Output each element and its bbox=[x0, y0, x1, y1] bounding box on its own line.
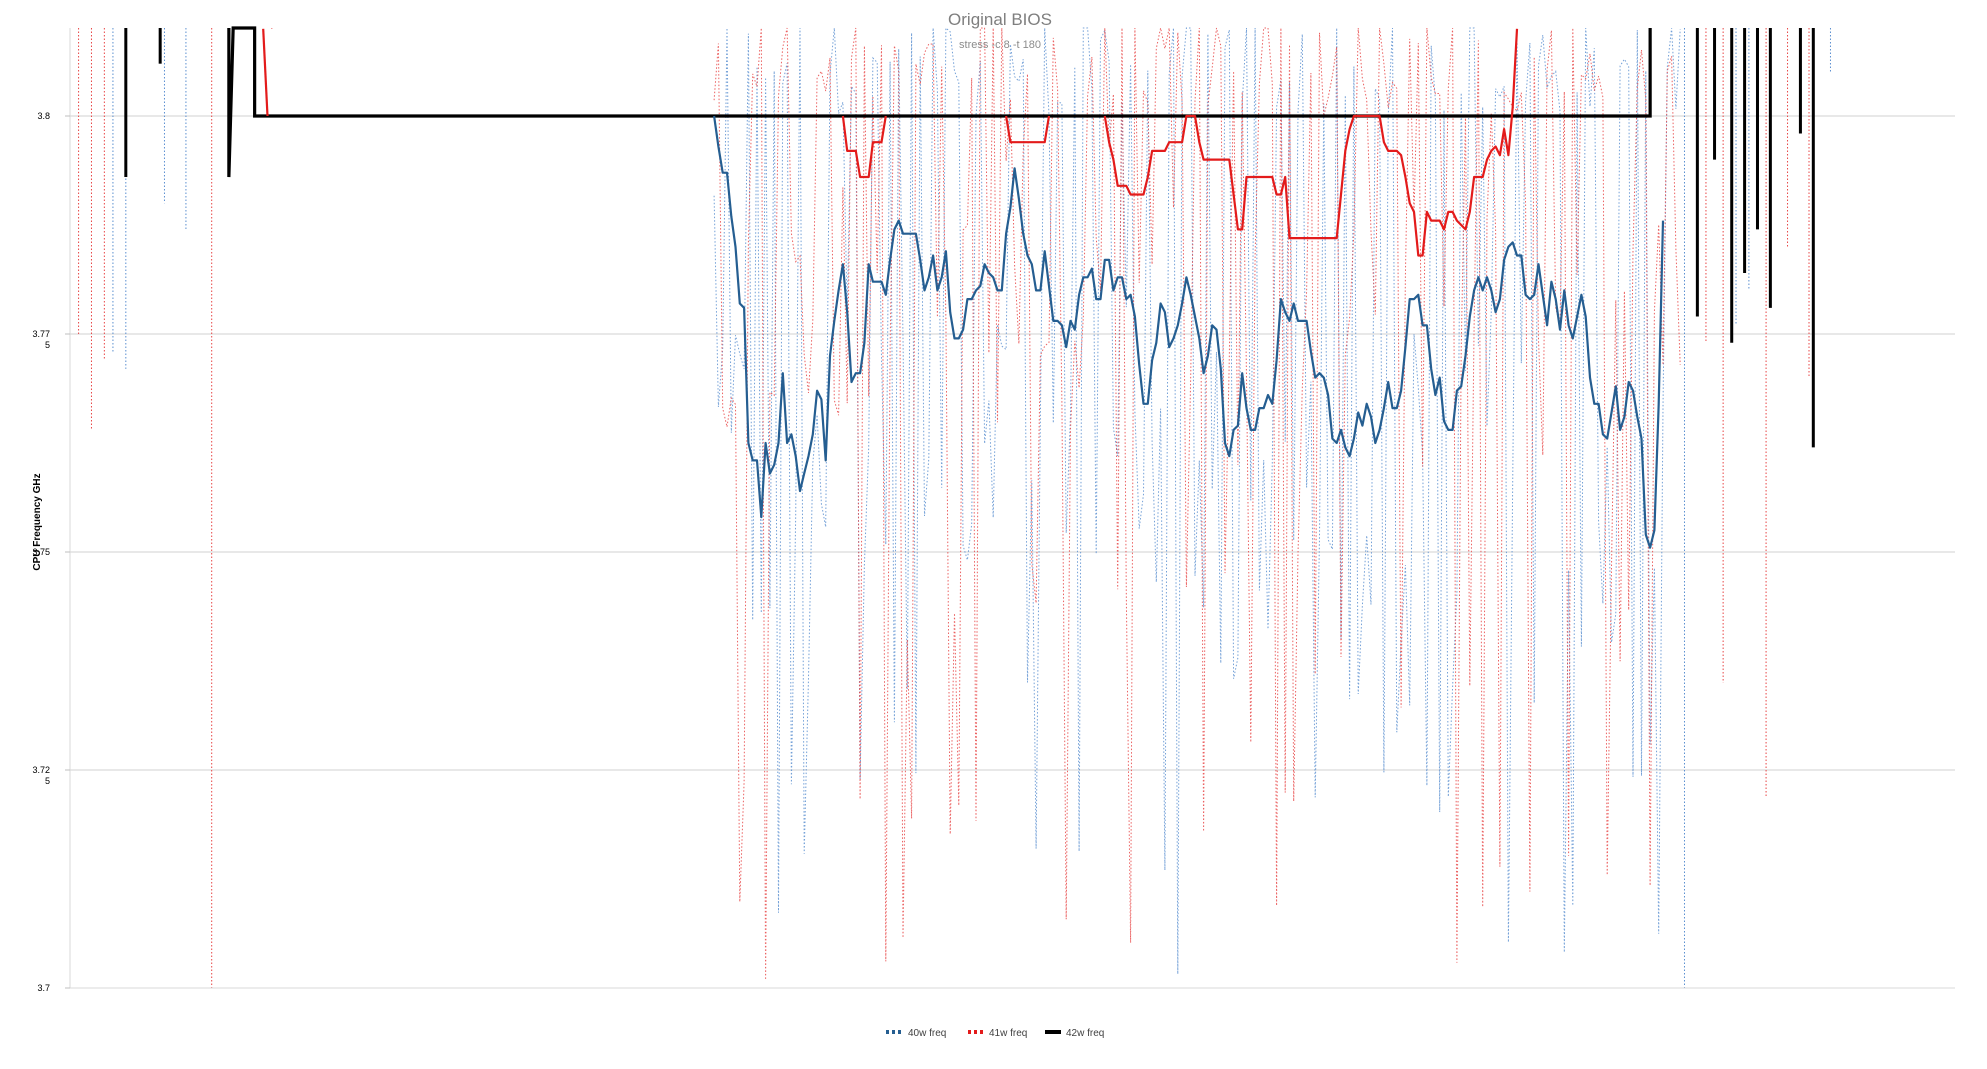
chart-subtitle: stress -c 8 -t 180 bbox=[959, 39, 1041, 51]
y-tick-label: 5 bbox=[45, 776, 50, 786]
y-axis-label: CPU Frequency GHz bbox=[32, 473, 43, 570]
legend-item-40w: 40w freq bbox=[886, 1028, 946, 1039]
series-41w-line bbox=[841, 115, 887, 179]
y-tick-label: 3.7 bbox=[37, 983, 50, 993]
series-41w-line bbox=[262, 28, 269, 117]
series-41w-line bbox=[1103, 28, 1519, 257]
series-40w-line bbox=[713, 115, 1665, 549]
y-tick-label: 3.8 bbox=[37, 111, 50, 121]
legend: 40w freq 41w freq 42w freq bbox=[886, 1028, 1104, 1039]
legend-item-41w: 41w freq bbox=[968, 1028, 1027, 1039]
line-layer bbox=[124, 26, 1815, 549]
dotted-layer bbox=[78, 26, 1831, 988]
series-41w-line bbox=[1005, 115, 1051, 144]
y-tick-label: 3.75 bbox=[32, 547, 50, 557]
series-41w-raw-trace bbox=[713, 27, 1681, 980]
legend-label-40w: 40w freq bbox=[908, 1028, 946, 1039]
legend-item-42w: 42w freq bbox=[1045, 1028, 1104, 1039]
y-tick-label: 3.72 bbox=[32, 765, 50, 775]
chart-title: Original BIOS bbox=[948, 10, 1052, 29]
y-tick-label: 3.77 bbox=[32, 329, 50, 339]
grid-layer bbox=[70, 115, 1955, 989]
legend-label-41w: 41w freq bbox=[989, 1028, 1027, 1039]
series-42w-line bbox=[227, 26, 1652, 178]
legend-label-42w: 42w freq bbox=[1066, 1028, 1104, 1039]
y-tick-label: 5 bbox=[45, 340, 50, 350]
